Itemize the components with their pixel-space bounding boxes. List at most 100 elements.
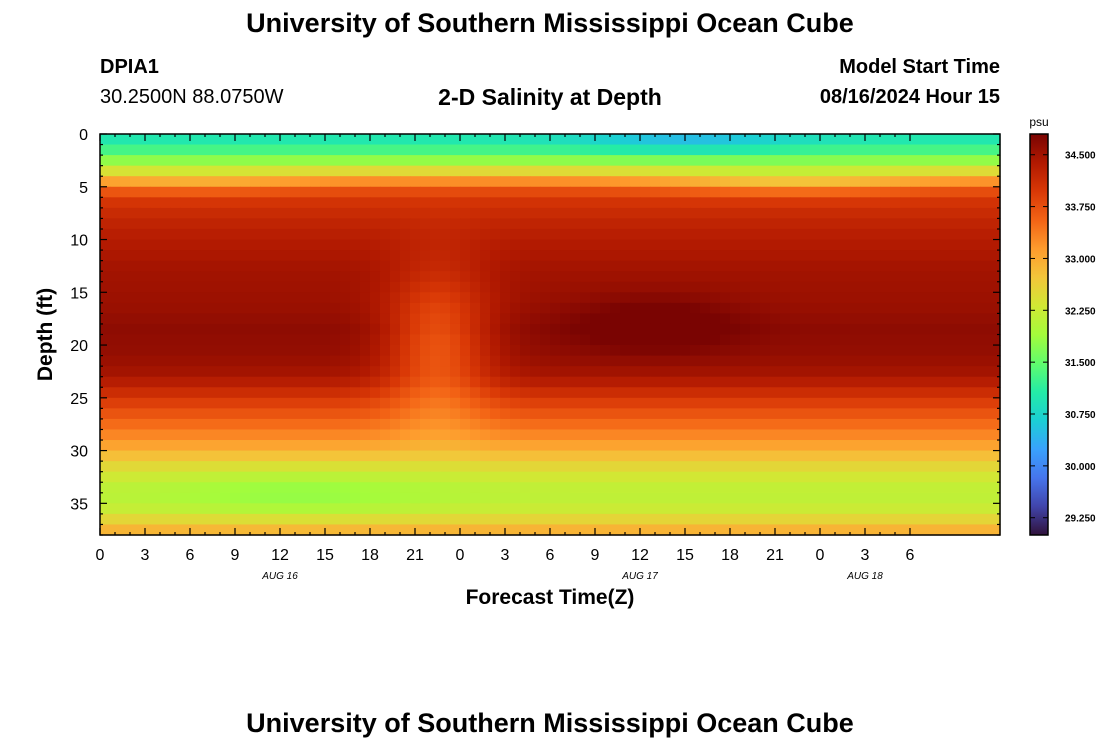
heatmap-cell	[120, 345, 131, 357]
heatmap-cell	[800, 260, 811, 272]
heatmap-cell	[200, 461, 211, 473]
heatmap-cell	[990, 397, 1001, 409]
heatmap-cell	[550, 302, 561, 314]
heatmap-cell	[610, 334, 621, 346]
heatmap-cell	[430, 334, 441, 346]
heatmap-cell	[640, 292, 651, 304]
heatmap-cell	[770, 366, 781, 378]
heatmap-cell	[690, 228, 701, 241]
heatmap-cell	[600, 513, 611, 526]
heatmap-cell	[860, 429, 871, 441]
heatmap-cell	[530, 271, 541, 283]
heatmap-cell	[370, 218, 381, 230]
heatmap-cell	[870, 376, 881, 388]
heatmap-cell	[220, 144, 231, 156]
heatmap-cell	[150, 429, 161, 441]
heatmap-cell	[450, 281, 461, 293]
heatmap-cell	[150, 292, 161, 304]
heatmap-cell	[580, 165, 591, 177]
heatmap-cell	[170, 134, 181, 146]
heatmap-cell	[360, 239, 371, 251]
heatmap-cell	[920, 228, 931, 241]
heatmap-cell	[220, 271, 231, 283]
heatmap-cell	[470, 271, 481, 283]
heatmap-cell	[510, 197, 521, 209]
heatmap-cell	[780, 408, 791, 420]
heatmap-cell	[760, 366, 771, 378]
heatmap-cell	[490, 228, 501, 241]
heatmap-cell	[310, 387, 321, 399]
heatmap-cell	[380, 228, 391, 241]
heatmap-cell	[540, 429, 551, 441]
heatmap-cell	[320, 450, 331, 462]
heatmap-cell	[400, 271, 411, 283]
heatmap-cell	[910, 323, 921, 336]
heatmap-cell	[470, 524, 481, 536]
heatmap-cell	[530, 450, 541, 462]
heatmap-cell	[510, 492, 521, 504]
heatmap-cell	[930, 197, 941, 209]
heatmap-cell	[140, 334, 151, 346]
heatmap-cell	[630, 144, 641, 156]
heatmap-cell	[870, 471, 881, 483]
heatmap-cell	[350, 271, 361, 283]
heatmap-cell	[370, 292, 381, 304]
heatmap-cell	[920, 440, 931, 452]
heatmap-cell	[750, 366, 761, 378]
heatmap-cell	[640, 313, 651, 325]
heatmap-cell	[270, 429, 281, 441]
heatmap-cell	[590, 323, 601, 336]
heatmap-cell	[440, 155, 451, 167]
heatmap-cell	[780, 450, 791, 462]
heatmap-cell	[810, 408, 821, 420]
heatmap-cell	[370, 323, 381, 336]
heatmap-cell	[640, 387, 651, 399]
heatmap-cell	[130, 197, 141, 209]
heatmap-cell	[860, 260, 871, 272]
heatmap-cell	[940, 218, 951, 230]
heatmap-cell	[150, 408, 161, 420]
heatmap-cell	[590, 345, 601, 357]
heatmap-cell	[850, 397, 861, 409]
heatmap-cell	[270, 334, 281, 346]
heatmap-cell	[100, 176, 111, 188]
heatmap-cell	[560, 165, 571, 177]
heatmap-cell	[320, 492, 331, 504]
heatmap-cell	[130, 503, 141, 515]
heatmap-cell	[420, 429, 431, 441]
heatmap-cell	[490, 292, 501, 304]
heatmap-cell	[290, 239, 301, 251]
heatmap-cell	[820, 176, 831, 188]
heatmap-cell	[730, 492, 741, 504]
heatmap-cell	[200, 387, 211, 399]
heatmap-cell	[750, 503, 761, 515]
heatmap-cell	[520, 355, 531, 367]
heatmap-cell	[570, 165, 581, 177]
heatmap-cell	[250, 440, 261, 452]
heatmap-cell	[570, 408, 581, 420]
heatmap-cell	[820, 323, 831, 336]
heatmap-cell	[400, 134, 411, 146]
heatmap-cell	[330, 134, 341, 146]
heatmap-cell	[430, 239, 441, 251]
heatmap-cell	[270, 144, 281, 156]
heatmap-cell	[650, 450, 661, 462]
heatmap-cell	[140, 387, 151, 399]
heatmap-cell	[820, 471, 831, 483]
heatmap-cell	[410, 355, 421, 367]
heatmap-cell	[420, 355, 431, 367]
heatmap-cell	[590, 461, 601, 473]
heatmap-cell	[310, 323, 321, 336]
heatmap-cell	[380, 302, 391, 314]
heatmap-cell	[150, 461, 161, 473]
heatmap-cell	[750, 134, 761, 146]
heatmap-cell	[160, 513, 171, 526]
heatmap-cell	[440, 482, 451, 494]
heatmap-cell	[280, 513, 291, 526]
heatmap-cell	[800, 429, 811, 441]
heatmap-cell	[210, 461, 221, 473]
heatmap-cell	[680, 155, 691, 167]
heatmap-cell	[570, 228, 581, 241]
heatmap-cell	[670, 176, 681, 188]
heatmap-cell	[730, 250, 741, 262]
